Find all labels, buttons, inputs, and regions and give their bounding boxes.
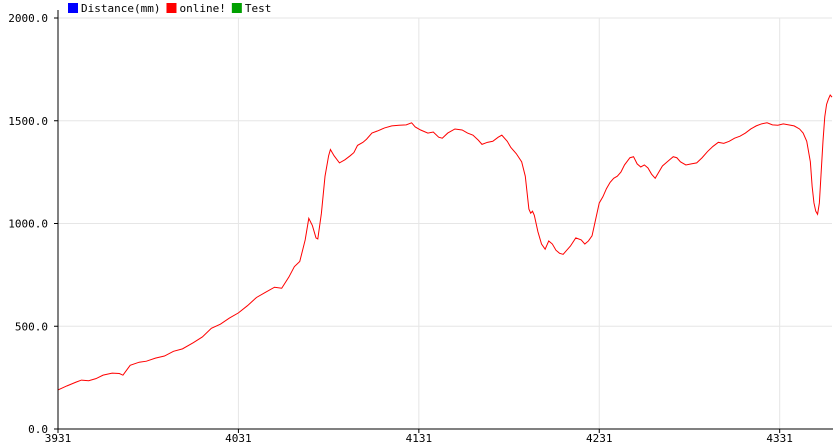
legend-label: Distance(mm) [81,2,160,15]
legend: Distance(mm) online! Test [68,2,271,15]
x-tick-label: 4331 [766,432,793,443]
y-tick-label: 2000.0 [8,12,48,25]
legend-swatch [166,3,177,13]
grid-layer [58,17,832,429]
legend-swatch [231,3,242,13]
x-tick-label: 4231 [586,432,613,443]
series-layer [57,94,833,391]
series-line-online- [57,94,833,391]
axis-layer: 0.0 500.0 1000.0 1500.0 2000.0 3931 4031 4131 42… [8,10,833,445]
legend-label: Test [245,2,272,15]
legend-label: online! [179,2,225,15]
x-tick-label: 4031 [225,432,252,443]
y-tick-label: 1000.0 [8,218,48,231]
x-tick-label: 4131 [406,432,433,443]
x-tick-label: 3931 [45,432,72,443]
legend-swatch [68,3,78,13]
y-tick-label: 0.0 [28,423,48,436]
y-tick-label: 1500.0 [8,115,48,128]
y-tick-label: 500.0 [15,320,48,333]
